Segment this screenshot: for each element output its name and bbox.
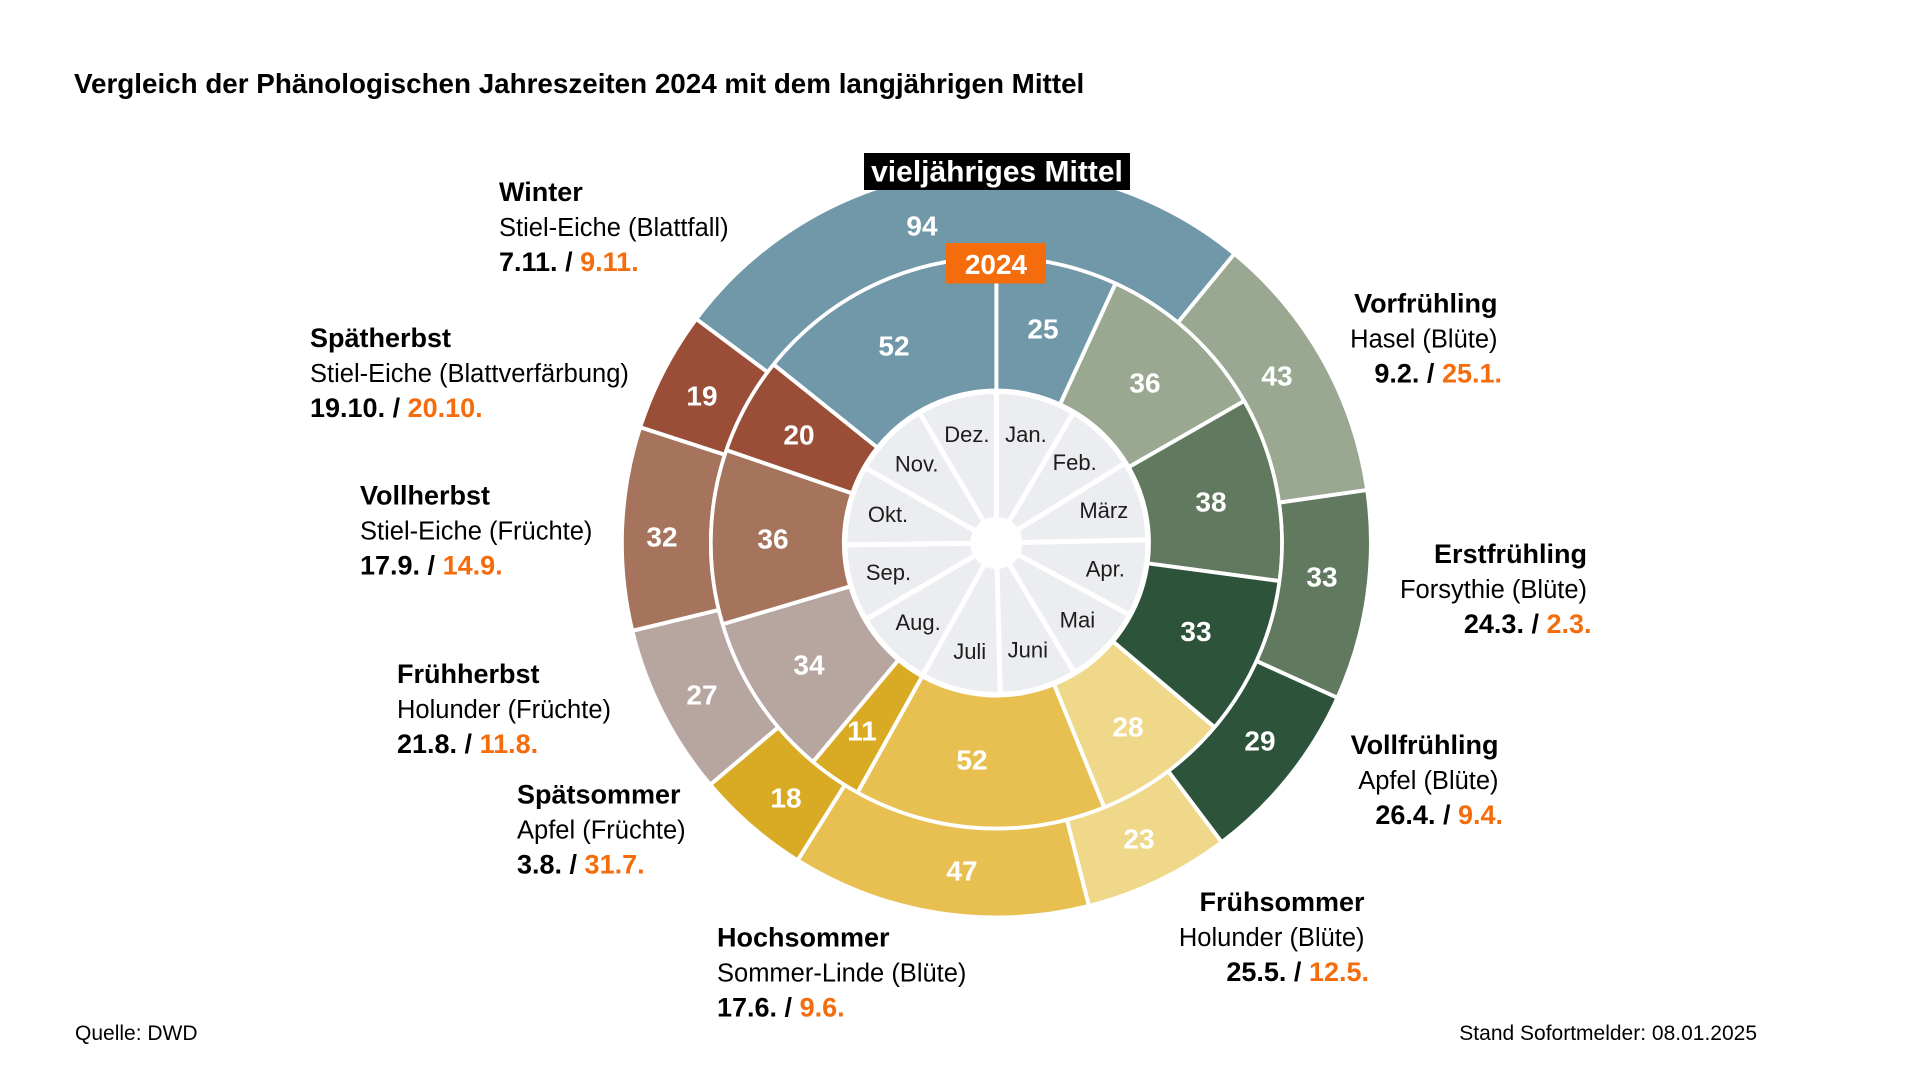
svg-text:52: 52 xyxy=(878,331,909,362)
svg-text:29: 29 xyxy=(1244,726,1275,757)
svg-text:Spätherbst Stiel-Eiche (Blattv: Spätherbst Stiel-Eiche (Blattverfärbung)… xyxy=(310,323,633,423)
svg-text:Feb.: Feb. xyxy=(1053,450,1097,475)
svg-text:36: 36 xyxy=(757,524,788,555)
svg-text:Frühherbst Holunder (Früchte): Frühherbst Holunder (Früchte) 21.8. / 11… xyxy=(397,659,615,759)
svg-text:33: 33 xyxy=(1306,562,1337,593)
svg-text:33: 33 xyxy=(1180,616,1211,647)
svg-text:23: 23 xyxy=(1123,824,1154,855)
svg-text:Hochsommer Sommer-Linde (Blüte: Hochsommer Sommer-Linde (Blüte) 17.6. / … xyxy=(717,923,971,1023)
svg-text:Quelle: DWD: Quelle: DWD xyxy=(75,1022,198,1045)
svg-text:Okt.: Okt. xyxy=(868,502,908,527)
svg-text:38: 38 xyxy=(1195,487,1226,518)
svg-text:18: 18 xyxy=(770,783,801,814)
svg-text:34: 34 xyxy=(793,650,825,681)
svg-text:Jan.: Jan. xyxy=(1005,422,1047,447)
svg-text:Juli: Juli xyxy=(953,639,986,664)
svg-text:36: 36 xyxy=(1129,368,1160,399)
svg-text:19: 19 xyxy=(686,381,717,412)
svg-text:94: 94 xyxy=(906,211,938,242)
svg-text:11: 11 xyxy=(847,716,877,747)
svg-text:März: März xyxy=(1079,498,1128,523)
svg-text:Sep.: Sep. xyxy=(866,560,911,585)
svg-text:Juni: Juni xyxy=(1008,638,1048,663)
svg-text:Vollfrühling Apfel (Blüte) 26.: Vollfrühling Apfel (Blüte) 26.4. / 9.4. xyxy=(1351,730,1503,830)
svg-text:Vergleich der Phänologischen J: Vergleich der Phänologischen Jahreszeite… xyxy=(74,68,1084,99)
svg-text:Frühsommer Holunder (Blüte) 25: Frühsommer Holunder (Blüte) 25.5. / 12.5… xyxy=(1179,887,1369,987)
svg-text:27: 27 xyxy=(686,680,717,711)
svg-text:Mai: Mai xyxy=(1060,607,1095,632)
svg-text:43: 43 xyxy=(1261,361,1292,392)
svg-text:Vorfrühling Hasel (Blüte) 9.2.: Vorfrühling Hasel (Blüte) 9.2. / 25.1. xyxy=(1350,289,1502,389)
svg-text:25: 25 xyxy=(1027,314,1058,345)
svg-text:Apr.: Apr. xyxy=(1086,556,1125,581)
svg-text:Nov.: Nov. xyxy=(895,451,939,476)
svg-text:Erstfrühling Forsythie (Blüte): Erstfrühling Forsythie (Blüte) 24.3. / 2… xyxy=(1400,539,1592,639)
svg-text:28: 28 xyxy=(1112,712,1143,743)
svg-text:vieljähriges Mittel: vieljähriges Mittel xyxy=(871,156,1123,189)
svg-text:Stand Sofortmelder: 08.01.2025: Stand Sofortmelder: 08.01.2025 xyxy=(1459,1022,1757,1045)
svg-text:Vollherbst Stiel-Eiche (Frücht: Vollherbst Stiel-Eiche (Früchte) 17.9. /… xyxy=(360,481,597,581)
svg-text:32: 32 xyxy=(646,522,677,553)
svg-text:Dez.: Dez. xyxy=(944,422,989,447)
svg-text:2024: 2024 xyxy=(965,249,1028,280)
svg-text:52: 52 xyxy=(956,745,987,776)
svg-text:Spätsommer Apfel (Früchte) 3.8: Spätsommer Apfel (Früchte) 3.8. / 31.7. xyxy=(517,780,690,880)
svg-text:47: 47 xyxy=(946,856,977,887)
svg-text:20: 20 xyxy=(783,420,814,451)
svg-text:Aug.: Aug. xyxy=(895,610,940,635)
svg-text:Winter Stiel-Eiche (Blattfall): Winter Stiel-Eiche (Blattfall) 7.11. / 9… xyxy=(499,177,733,277)
